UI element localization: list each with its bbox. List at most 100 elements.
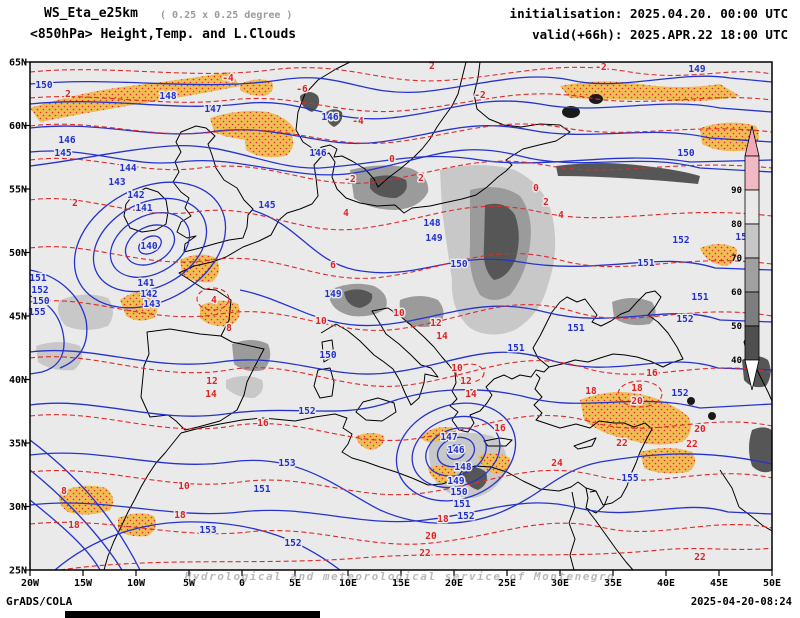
lat-axis: 65N60N55N50N45N40N35N30N25N [9, 58, 30, 577]
height-contour-label: 147 [204, 104, 221, 115]
temp-contour-label: 2 [65, 89, 71, 100]
temp-contour-label: 18 [631, 383, 643, 394]
height-contour-label: 151 [29, 273, 46, 284]
height-contour-label: 140 [140, 241, 157, 252]
colorbar-segment [745, 292, 759, 326]
temp-contour-label: 0 [533, 183, 539, 194]
temp-contour-label: 16 [257, 418, 269, 429]
lakes-shape [708, 412, 716, 420]
temp-contour-label: -2 [344, 174, 355, 185]
temp-contour-label: 16 [646, 368, 658, 379]
temp-contour-label: 4 [558, 210, 564, 221]
height-contour-label: 152 [31, 285, 48, 296]
colorbar-value-label: 50 [731, 322, 742, 332]
height-contour-label: 148 [423, 218, 440, 229]
colorbar-value-label: 90 [731, 186, 742, 196]
lon-tick-label: 10E [339, 578, 357, 589]
lat-tick-label: 55N [9, 185, 27, 196]
temp-contour-label: 16 [494, 423, 506, 434]
temp-contour-label: 10 [315, 316, 327, 327]
lon-tick-label: 30E [551, 578, 569, 589]
height-contour-label: 152 [298, 406, 315, 417]
temp-contour-label: 14 [436, 331, 448, 342]
lat-tick-label: 60N [9, 121, 27, 132]
height-contour-label: 145 [54, 148, 71, 159]
temp-contour-label: 12 [460, 376, 471, 387]
temp-contour-label: -2 [595, 62, 606, 73]
lon-tick-label: 45E [710, 578, 728, 589]
lon-tick-label: 15W [74, 578, 93, 589]
temp-contour-label: 14 [205, 389, 217, 400]
height-contour-label: 150 [677, 148, 694, 159]
cloud-shading-light-shape [58, 294, 113, 330]
creation-timestamp: 2025-04-20-08:24 [691, 596, 792, 608]
colorbar-value-label: 80 [731, 220, 742, 230]
temp-contour-label: 22 [419, 548, 430, 559]
colorbar-segment [745, 224, 759, 258]
temp-contour-label: 24 [551, 458, 563, 469]
height-contour-label: 148 [159, 91, 176, 102]
temp-contour-label: 2 [543, 197, 549, 208]
temp-contour-label: -4 [222, 73, 234, 84]
temp-contour-label: 4 [211, 295, 217, 306]
temp-contour-label: 18 [585, 386, 597, 397]
height-contour-label: 150 [450, 487, 467, 498]
height-contour-label: 142 [127, 190, 144, 201]
temp-contour-label: 10 [451, 363, 463, 374]
colorbar-value-label: 70 [731, 254, 742, 264]
temp-contour-label: 6 [330, 260, 336, 271]
colorbar-segment [745, 326, 759, 360]
height-contour-label: 148 [454, 462, 471, 473]
bottom-black-bar [65, 611, 320, 618]
temp-contour-label: 8 [226, 323, 232, 334]
temp-contour-label: 20 [425, 531, 437, 542]
height-contour-label: 150 [35, 80, 52, 91]
temp-contour-label: -2 [474, 90, 485, 101]
height-contour-label: 149 [425, 233, 442, 244]
temp-contour-label: 2 [418, 173, 424, 184]
lat-tick-label: 25N [9, 566, 27, 577]
temp-contour-label: -6 [296, 84, 308, 95]
temp-contour-label: 22 [686, 439, 697, 450]
height-contour-label: 151 [567, 323, 584, 334]
height-contour-label: 146 [309, 148, 326, 159]
lon-tick-label: 5W [183, 578, 196, 589]
height-contour-label: 150 [450, 259, 467, 270]
colorbar-value-label: 40 [731, 356, 742, 366]
height-contour-label: 153 [199, 525, 216, 536]
lon-tick-label: 0 [239, 578, 245, 589]
temp-contour-label: 0 [389, 154, 395, 165]
height-contour-label: 145 [258, 200, 275, 211]
temp-contour-label: -4 [352, 116, 364, 127]
height-contour-label: 149 [324, 289, 341, 300]
height-contour-label: 151 [507, 343, 524, 354]
cloud-shading-mid-shape [232, 340, 270, 371]
temp-contour-label: 10 [178, 481, 190, 492]
temp-contour-label: 10 [393, 308, 405, 319]
height-contour-label: 151 [691, 292, 708, 303]
grads-weather-chart: WS_Eta_e25km ( 0.25 x 0.25 degree ) init… [0, 0, 800, 618]
colorbar-segment [745, 190, 759, 224]
height-contour-label: 146 [321, 112, 338, 123]
lat-tick-label: 30N [9, 502, 27, 513]
height-contour-label: 143 [143, 299, 160, 310]
colorbar-segment [745, 258, 759, 292]
temp-contour-label: 20 [694, 424, 706, 435]
height-contour-label: 141 [135, 203, 152, 214]
temp-contour-label: 8 [61, 486, 67, 497]
height-contour-label: 151 [637, 258, 654, 269]
height-contour-label: 150 [319, 350, 336, 361]
temp-contour-label: 18 [68, 520, 80, 531]
temp-contour-label: 18 [174, 510, 186, 521]
cloud-shading-dark-shape [749, 427, 774, 472]
temp-contour-label: 12 [430, 318, 441, 329]
colorbar-value-label: 60 [731, 288, 742, 298]
map-canvas: 1501481471461451441431421411401411421431… [0, 0, 800, 618]
lon-tick-label: 20W [21, 578, 40, 589]
height-contour-label: 153 [278, 458, 295, 469]
height-contour-label: 146 [447, 445, 464, 456]
lon-tick-label: 15E [392, 578, 410, 589]
temp-contour-label: 14 [465, 389, 477, 400]
height-contour-label: 150 [32, 296, 49, 307]
lon-axis: 20W15W10W5W05E10E15E20E25E30E35E40E45E50… [21, 570, 781, 589]
